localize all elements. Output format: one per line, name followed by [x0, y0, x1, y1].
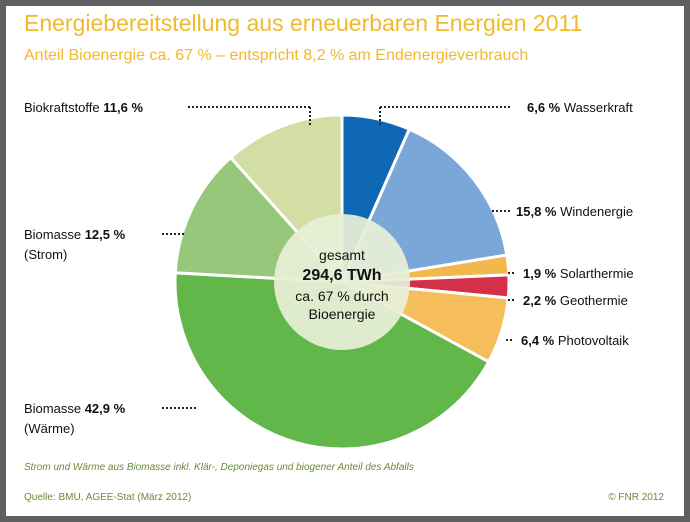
label-biomasse-waerme-sub: (Wärme)	[24, 421, 75, 436]
label-biomasse-strom-sub: (Strom)	[24, 247, 67, 262]
label-biomasse-strom-name: Biomasse	[24, 227, 81, 242]
label-biomasse-waerme-value: 42,9 %	[85, 401, 126, 416]
footnote: Strom und Wärme aus Biomasse inkl. Klär-…	[24, 462, 414, 473]
label-biomasse-strom-value: 12,5 %	[85, 227, 126, 242]
label-biokraftstoffe-name: Biokraftstoffe	[24, 100, 100, 115]
label-biomasse-strom: Biomasse 12,5 %	[24, 227, 126, 242]
chart-title: Energiebereitstellung aus erneuerbaren E…	[24, 10, 583, 36]
pie-slices	[173, 113, 511, 451]
center-disc	[274, 214, 410, 350]
label-geothermie-name: Geothermie	[560, 293, 628, 308]
label-biokraftstoffe-value: 11,6 %	[103, 100, 143, 115]
center-label-line4: Bioenergie	[309, 306, 376, 322]
copyright-text: © FNR 2012	[608, 492, 664, 503]
label-biomasse-waerme: Biomasse 42,9 %	[24, 401, 126, 416]
label-windenergie: 15,8 % Windenergie	[516, 204, 633, 219]
label-geothermie-value: 2,2 %	[523, 293, 557, 308]
center-total-value: 294,6 TWh	[302, 267, 381, 284]
label-solarthermie-name: Solarthermie	[560, 266, 634, 281]
label-photovoltaik: 6,4 % Photovoltaik	[521, 333, 629, 348]
label-wasserkraft-value: 6,6 %	[527, 100, 561, 115]
label-biokraftstoffe: Biokraftstoffe 11,6 %	[24, 100, 143, 115]
label-windenergie-value: 15,8 %	[516, 204, 557, 219]
chart-subtitle: Anteil Bioenergie ca. 67 % – entspricht …	[24, 47, 529, 64]
label-wasserkraft-name: Wasserkraft	[564, 100, 633, 115]
slice-biomasse-waerme	[173, 271, 491, 451]
label-geothermie: 2,2 % Geothermie	[523, 293, 628, 308]
label-solarthermie-value: 1,9 %	[523, 266, 557, 281]
label-photovoltaik-name: Photovoltaik	[558, 333, 629, 348]
source-text: Quelle: BMU, AGEE-Stat (März 2012)	[24, 492, 192, 503]
label-windenergie-name: Windenergie	[560, 204, 633, 219]
label-biomasse-waerme-name: Biomasse	[24, 401, 81, 416]
center-label-line1: gesamt	[319, 247, 365, 263]
center-label-line3: ca. 67 % durch	[295, 288, 388, 304]
label-solarthermie: 1,9 % Solarthermie	[523, 266, 634, 281]
label-wasserkraft: 6,6 % Wasserkraft	[527, 100, 633, 115]
label-photovoltaik-value: 6,4 %	[521, 333, 555, 348]
